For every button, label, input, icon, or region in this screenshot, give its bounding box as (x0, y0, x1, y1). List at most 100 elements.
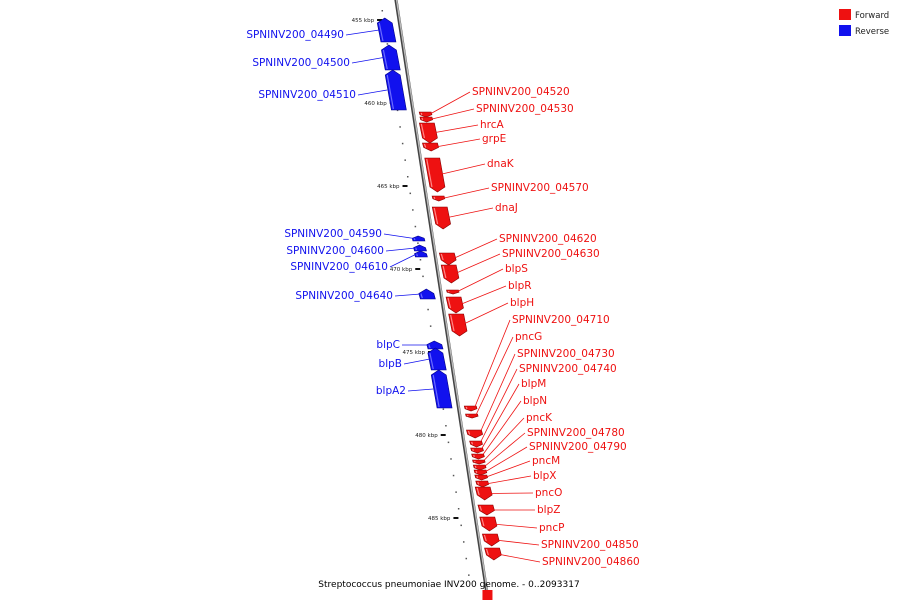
gene-label[interactable]: blpR (508, 280, 532, 292)
gene-grpe[interactable] (422, 142, 440, 152)
gene-label[interactable]: SPNINV200_04710 (512, 314, 610, 326)
gene-spninv200-04590[interactable] (411, 235, 426, 242)
gene-spninv200-04520[interactable] (418, 111, 433, 118)
label-connector (485, 475, 532, 485)
gene-spninv200-04620[interactable] (438, 252, 457, 266)
gene-label[interactable]: SPNINV200_04790 (529, 441, 627, 453)
gene-label[interactable]: SPNINV200_04610 (290, 261, 388, 273)
gene-pnck[interactable] (472, 459, 486, 465)
gene-blpn[interactable] (471, 453, 485, 460)
gene-label[interactable]: blpZ (537, 504, 560, 516)
gene-blpr[interactable] (445, 296, 464, 314)
gene-spninv200-04500[interactable] (381, 44, 401, 71)
gene-spninv200-04510[interactable] (384, 69, 407, 111)
gene-pncg[interactable] (465, 413, 479, 419)
tick-label: 460 kbp (364, 101, 387, 107)
gene-label[interactable]: pncG (515, 331, 542, 343)
gene-dnak[interactable] (424, 157, 446, 193)
gene-label[interactable]: SPNINV200_04530 (476, 103, 574, 115)
gene-label[interactable]: blpA2 (376, 385, 406, 397)
label-connector (394, 293, 421, 297)
tick-mark (453, 517, 459, 519)
gene-spninv200-04790[interactable] (473, 469, 488, 476)
tick-label: 480 kbp (415, 433, 438, 439)
gene-spninv200-04710[interactable] (463, 405, 478, 412)
gene-label[interactable]: SPNINV200_04500 (252, 57, 350, 69)
gene-spninv200-04780[interactable] (472, 464, 487, 471)
gene-label[interactable]: SPNINV200_04520 (472, 86, 570, 98)
gene-label[interactable]: hrcA (480, 119, 505, 131)
gene-spninv200-04730[interactable] (466, 429, 484, 439)
label-connector (475, 336, 514, 417)
gene-continuation (482, 590, 493, 600)
minor-tick (409, 192, 412, 195)
gene-label[interactable]: pncP (539, 522, 564, 534)
label-connector (482, 417, 525, 463)
label-connector (351, 57, 384, 64)
gene-label[interactable]: SPNINV200_04590 (284, 228, 382, 240)
gene-spninv200-04850[interactable] (481, 533, 500, 547)
gene-label[interactable]: SPNINV200_04570 (491, 182, 589, 194)
gene-dnaj[interactable] (431, 206, 451, 230)
label-connector (385, 247, 416, 252)
gene-spninv200-04640[interactable] (418, 288, 436, 300)
gene-spninv200-04860[interactable] (484, 547, 502, 561)
gene-spninv200-04740[interactable] (469, 440, 483, 448)
minor-tick (419, 259, 422, 261)
gene-label[interactable]: blpX (533, 470, 556, 482)
label-connector (429, 108, 475, 120)
gene-label[interactable]: dnaK (487, 158, 515, 170)
gene-spninv200-04570[interactable] (431, 195, 446, 202)
label-connector (479, 353, 516, 435)
label-connector (456, 268, 504, 293)
gene-label[interactable]: grpE (482, 133, 506, 145)
minor-tick (381, 10, 384, 12)
gene-label[interactable]: dnaJ (495, 202, 518, 214)
label-connector (441, 187, 490, 199)
gene-label[interactable]: SPNINV200_04860 (542, 556, 640, 568)
gene-label[interactable]: SPNINV200_04630 (502, 248, 600, 260)
gene-blph[interactable] (448, 313, 468, 337)
gene-spninv200-04630[interactable] (440, 264, 460, 284)
gene-blps[interactable] (446, 289, 460, 295)
gene-spninv200-04530[interactable] (419, 116, 434, 123)
label-connector (383, 233, 415, 239)
label-connector (445, 207, 494, 219)
gene-label[interactable]: SPNINV200_04740 (519, 363, 617, 375)
tick-label: 485 kbp (428, 516, 451, 522)
gene-blpx[interactable] (475, 480, 490, 488)
gene-label[interactable]: SPNINV200_04640 (295, 290, 393, 302)
gene-blpz[interactable] (477, 504, 495, 516)
gene-label[interactable]: SPNINV200_04600 (286, 245, 384, 257)
gene-label[interactable]: pncK (526, 412, 553, 424)
gene-label[interactable]: pncM (532, 455, 560, 467)
gene-label[interactable]: SPNINV200_04490 (246, 29, 344, 41)
gene-label[interactable]: blpB (379, 358, 402, 370)
label-connector (403, 358, 430, 365)
gene-label[interactable]: SPNINV200_04730 (517, 348, 615, 360)
label-connector (435, 138, 481, 148)
gene-pnco[interactable] (474, 486, 493, 501)
gene-label[interactable]: blpC (376, 339, 400, 351)
label-connector (473, 319, 511, 409)
label-connector (483, 432, 526, 468)
gene-spninv200-04490[interactable] (376, 17, 397, 43)
gene-label[interactable]: blpM (521, 378, 546, 390)
gene-blpa2[interactable] (430, 369, 453, 409)
gene-label[interactable]: blpH (510, 297, 534, 309)
gene-spninv200-04610[interactable] (414, 250, 428, 258)
gene-label[interactable]: blpN (523, 395, 547, 407)
gene-pncp[interactable] (479, 516, 498, 532)
gene-blpb[interactable] (427, 347, 447, 371)
legend-reverse-label: Reverse (855, 27, 889, 37)
gene-label[interactable]: SPNINV200_04620 (499, 233, 597, 245)
gene-label[interactable]: SPNINV200_04780 (527, 427, 625, 439)
gene-pncm[interactable] (474, 474, 488, 481)
gene-label[interactable]: blpS (505, 263, 528, 275)
gene-label[interactable]: SPNINV200_04850 (541, 539, 639, 551)
gene-hrca[interactable] (418, 122, 438, 144)
gene-label[interactable]: pncO (535, 487, 562, 499)
gene-label[interactable]: SPNINV200_04510 (258, 89, 356, 101)
gene-blpm[interactable] (470, 447, 484, 454)
gene-blpc[interactable] (426, 340, 444, 350)
